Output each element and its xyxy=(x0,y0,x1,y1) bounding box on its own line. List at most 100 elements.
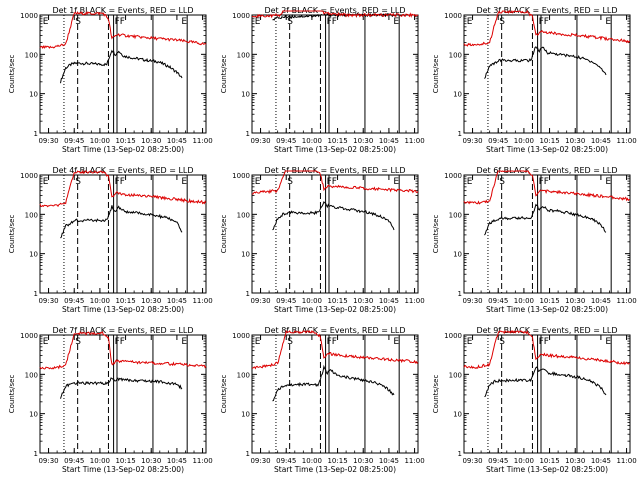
lld-series-line xyxy=(251,170,419,195)
x-tick-label: 09:45 xyxy=(64,457,84,465)
y-tick-label: 100 xyxy=(25,211,38,219)
x-tick-label: 09:45 xyxy=(276,457,296,465)
y-tick-label: 1000 xyxy=(444,332,462,340)
x-tick-label: 10:45 xyxy=(591,297,611,305)
plot-frame xyxy=(39,14,207,134)
interval-annotation: E xyxy=(393,17,399,27)
x-tick-label: 10:30 xyxy=(353,137,373,145)
interval-annotation: S xyxy=(499,17,505,27)
y-tick-label: 1 xyxy=(458,450,462,458)
lld-series-line xyxy=(251,10,419,19)
y-tick-label: 100 xyxy=(237,51,250,59)
interval-annotation: S xyxy=(75,337,81,347)
interval-annotation: S xyxy=(499,177,505,187)
x-axis-label: Start Time (13-Sep-02 08:25:00) xyxy=(274,305,396,314)
y-tick-label: 10 xyxy=(453,411,462,419)
interval-annotation: E xyxy=(393,177,399,187)
x-tick-label: 10:00 xyxy=(514,297,534,305)
x-tick-label: 10:30 xyxy=(565,137,585,145)
interval-annotation: F xyxy=(539,177,544,187)
lld-series-line xyxy=(39,11,207,50)
x-tick-label: 10:15 xyxy=(539,457,559,465)
x-tick-label: 10:00 xyxy=(514,137,534,145)
x-tick-label: 10:15 xyxy=(327,137,347,145)
interval-annotation: E xyxy=(605,177,611,187)
y-tick-label: 1000 xyxy=(232,12,250,20)
interval-annotation: S xyxy=(75,17,81,27)
interval-annotation: F xyxy=(115,17,120,27)
y-axis-label: Counts/sec xyxy=(432,375,440,414)
plot-frame xyxy=(251,174,419,294)
interval-annotation: F xyxy=(332,17,337,27)
x-tick-label: 11:00 xyxy=(616,297,636,305)
panel-title: Det 8f BLACK = Events, RED = LLD xyxy=(264,326,405,335)
interval-annotation: E xyxy=(467,17,473,27)
plot-frame xyxy=(39,174,207,294)
lld-series-line xyxy=(463,9,631,47)
x-tick-label: 10:15 xyxy=(115,137,135,145)
y-tick-label: 1000 xyxy=(20,172,38,180)
y-axis-label: Counts/sec xyxy=(8,55,16,94)
interval-annotation: E xyxy=(393,337,399,347)
lld-series-line xyxy=(39,169,207,208)
y-axis-label: Counts/sec xyxy=(432,215,440,254)
interval-annotation: S xyxy=(287,177,293,187)
events-series-line xyxy=(60,49,183,84)
x-tick-label: 10:30 xyxy=(353,457,373,465)
x-tick-label: 10:00 xyxy=(514,457,534,465)
y-tick-label: 1000 xyxy=(20,332,38,340)
y-tick-label: 100 xyxy=(449,211,462,219)
x-tick-label: 10:45 xyxy=(379,297,399,305)
y-tick-label: 1000 xyxy=(232,332,250,340)
interval-annotation: F xyxy=(544,17,549,27)
x-tick-label: 10:30 xyxy=(141,457,161,465)
y-tick-label: 1 xyxy=(458,130,462,138)
x-tick-label: 09:30 xyxy=(462,137,482,145)
x-tick-label: 10:00 xyxy=(90,297,110,305)
interval-annotation: E xyxy=(255,337,261,347)
events-series-line xyxy=(484,203,607,236)
y-tick-label: 10 xyxy=(241,251,250,259)
interval-annotation: F xyxy=(332,337,337,347)
x-tick-label: 09:30 xyxy=(38,137,58,145)
interval-annotation: F xyxy=(120,177,125,187)
lld-series-line xyxy=(39,331,207,370)
events-series-line xyxy=(484,366,607,398)
y-tick-label: 10 xyxy=(29,91,38,99)
events-series-line xyxy=(484,46,607,79)
y-axis-label: Counts/sec xyxy=(8,215,16,254)
x-tick-label: 09:30 xyxy=(250,137,270,145)
y-tick-label: 10 xyxy=(453,91,462,99)
panel-1: Det 1f BLACK = Events, RED = LLD 1 10 100 10… xyxy=(8,6,213,154)
panel-title: Det 4f BLACK = Events, RED = LLD xyxy=(52,166,193,175)
x-tick-label: 09:45 xyxy=(488,457,508,465)
y-axis-label: Counts/sec xyxy=(432,55,440,94)
interval-annotation: F xyxy=(115,177,120,187)
x-tick-label: 10:45 xyxy=(167,457,187,465)
y-tick-label: 10 xyxy=(241,411,250,419)
interval-annotation: S xyxy=(75,177,81,187)
x-tick-label: 11:00 xyxy=(192,137,212,145)
panel-3: Det 3f BLACK = Events, RED = LLD 1 10 100 10… xyxy=(432,6,637,154)
x-tick-label: 10:45 xyxy=(167,297,187,305)
panel-title: Det 2f BLACK = Events, RED = LLD xyxy=(264,6,405,15)
events-series-line xyxy=(60,377,183,399)
panel-title: Det 1f BLACK = Events, RED = LLD xyxy=(52,6,193,15)
y-tick-label: 10 xyxy=(29,251,38,259)
interval-annotation: E xyxy=(43,17,49,27)
y-axis-label: Counts/sec xyxy=(220,55,228,94)
x-axis-label: Start Time (13-Sep-02 08:25:00) xyxy=(62,465,184,474)
x-tick-label: 10:15 xyxy=(539,297,559,305)
y-tick-label: 100 xyxy=(25,51,38,59)
y-tick-label: 10 xyxy=(453,251,462,259)
panel-title: Det 9f BLACK = Events, RED = LLD xyxy=(476,326,617,335)
interval-annotation: F xyxy=(327,337,332,347)
x-tick-label: 09:45 xyxy=(276,137,296,145)
interval-annotation: F xyxy=(120,17,125,27)
x-tick-label: 10:30 xyxy=(565,297,585,305)
x-tick-label: 11:00 xyxy=(192,457,212,465)
plot-frame xyxy=(463,174,631,294)
events-series-line xyxy=(272,364,395,402)
interval-annotation: E xyxy=(43,337,49,347)
interval-annotation: F xyxy=(544,177,549,187)
